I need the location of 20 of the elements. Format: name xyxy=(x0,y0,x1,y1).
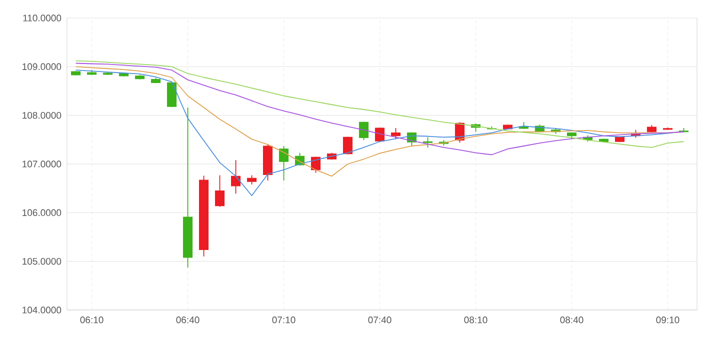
candlestick xyxy=(215,174,225,208)
candlestick xyxy=(374,127,385,142)
y-tick-label: 108.0000 xyxy=(22,112,62,119)
x-tick-label: 06:10 xyxy=(80,316,104,324)
y-tick-label: 104.0000 xyxy=(22,306,62,314)
x-tick-label: 07:10 xyxy=(272,316,296,324)
y-tick-label: 109.0000 xyxy=(22,63,62,70)
y-tick-label: 105.0000 xyxy=(22,258,62,265)
candlestick xyxy=(358,121,369,141)
x-tick-label: 08:10 xyxy=(464,316,488,324)
candlestick xyxy=(246,174,257,185)
x-tick-label: 06:40 xyxy=(176,316,200,324)
candlestick xyxy=(422,136,433,148)
x-tick-label: 07:40 xyxy=(368,316,392,324)
y-tick-label: 106.0000 xyxy=(22,209,62,216)
y-tick-label: 107.0000 xyxy=(22,160,62,168)
x-tick-label: 09:10 xyxy=(656,316,680,324)
y-tick-label: 110.0000 xyxy=(23,14,62,22)
x-tick-label: 08:40 xyxy=(560,316,584,324)
candlestick xyxy=(278,146,289,181)
